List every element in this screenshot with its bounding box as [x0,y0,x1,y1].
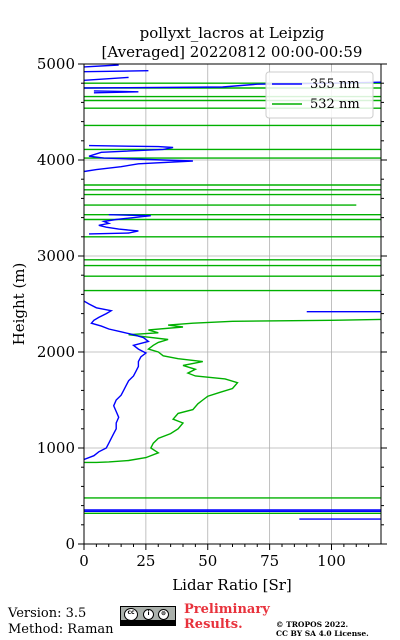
x-axis-label: Lidar Ratio [Sr] [172,576,292,594]
lidar-ratio-chart: pollyxt_lacros at Leipzig [Averaged] 202… [10,24,387,594]
y-tick-label-0: 0 [65,535,75,553]
version-text: Version: 3.5 [8,606,87,621]
share-alike-icon: ⊚ [158,609,169,620]
preliminary-line-2: Results. [184,617,243,632]
copyright-notice: © TROPOS 2022. CC BY SA 4.0 License. [276,620,369,638]
x-tick-label-2: 50 [198,552,217,570]
chart-subtitle: [Averaged] 20220812 00:00-00:59 [102,43,363,61]
plot-frame [83,63,382,545]
preliminary-notice: Preliminary Results. [184,602,270,632]
preliminary-line-1: Preliminary [184,602,270,617]
y-tick-label-3: 3000 [37,247,75,265]
legend-label-355: 355 nm [310,77,360,92]
attribution-icon: i [143,609,154,620]
y-tick-label-1: 1000 [37,439,75,457]
x-tick-label-0: 0 [79,552,89,570]
y-tick-label-2: 2000 [37,343,75,361]
method-text: Method: Raman [8,622,114,637]
grid-lines [83,63,381,545]
chart-title: pollyxt_lacros at Leipzig [140,24,325,42]
y-tick-label-4: 4000 [37,151,75,169]
x-tick-label-4: 100 [317,552,346,570]
legend-label-532: 532 nm [310,97,360,112]
x-tick-label-3: 75 [260,552,279,570]
y-axis-label: Height (m) [10,263,28,346]
badge-bar [121,620,175,625]
legend: 355 nm 532 nm [265,71,374,119]
cc-by-sa-license-badge: cc i ⊚ [120,606,176,626]
series-layer [84,64,381,520]
series-line-0 [84,64,381,461]
series-line-1 [84,82,381,514]
x-tick-label-1: 25 [136,552,155,570]
y-tick-label-5: 5000 [37,55,75,73]
copyright-line-2: CC BY SA 4.0 License. [276,629,369,638]
copyright-line-1: © TROPOS 2022. [276,620,349,629]
